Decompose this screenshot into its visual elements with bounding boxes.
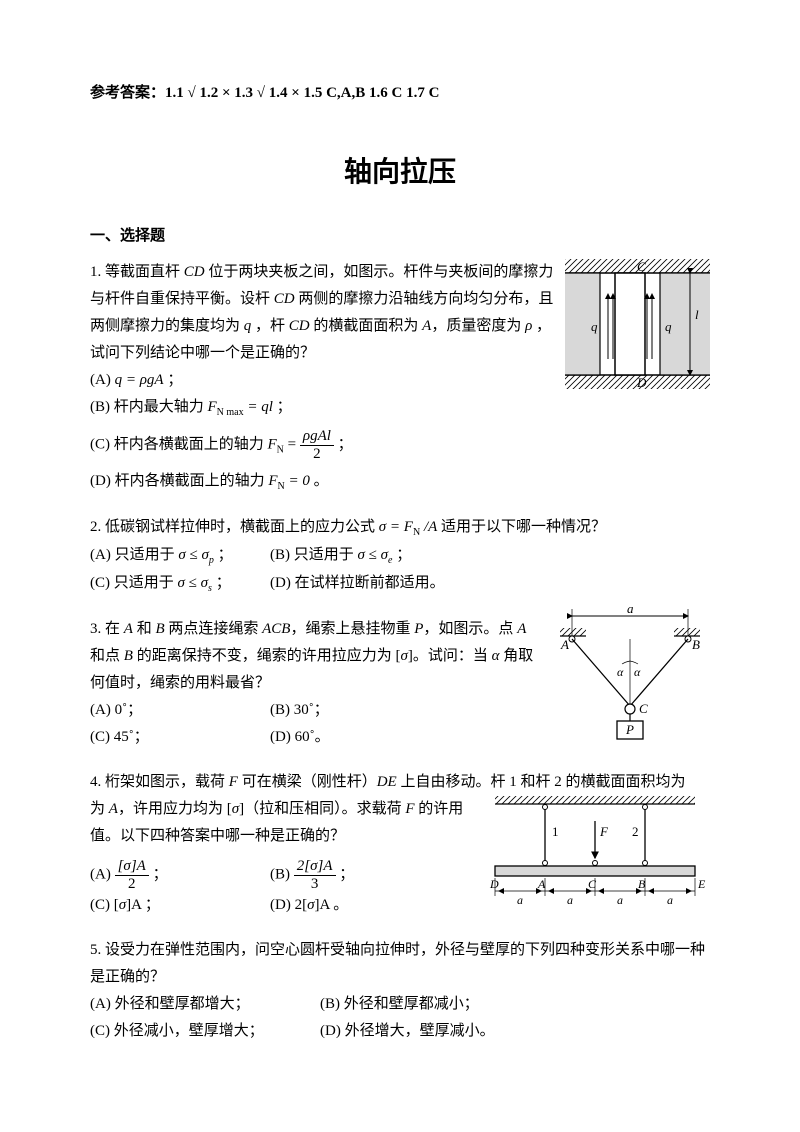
q2-text: 2. 低碳钢试样拉伸时，横截面上的应力公式 σ = FN /A 适用于以下哪一种…	[90, 514, 710, 542]
q4-opt-c: (C) [σ]A ；	[90, 892, 270, 919]
svg-text:E: E	[697, 877, 706, 891]
svg-text:a: a	[627, 606, 634, 616]
page-title: 轴向拉压	[90, 147, 710, 197]
svg-text:A: A	[537, 877, 546, 891]
q5-opt-c: (C) 外径减小，壁厚增大；	[90, 1018, 320, 1045]
q4-text-line1: 4. 桁架如图示，载荷 F 可在横梁（刚性杆）DE 上自由移动。杆 1 和杆 2…	[90, 769, 710, 796]
q3-figure: a α α P A B C	[550, 606, 710, 746]
svg-text:1: 1	[552, 824, 559, 839]
q4-opt-b: (B) 2[σ]A3 ；	[270, 858, 354, 892]
q3-opt-a: (A) 0˚；	[90, 697, 270, 724]
svg-text:2: 2	[632, 824, 639, 839]
svg-text:q: q	[591, 319, 598, 334]
svg-text:P: P	[625, 722, 634, 737]
question-5: 5. 设受力在弹性范围内，问空心圆杆受轴向拉伸时，外径与壁厚的下列四种变形关系中…	[90, 937, 710, 1045]
q5-opt-a: (A) 外径和壁厚都增大；	[90, 991, 320, 1018]
q2-opt-d: (D) 在试样拉断前都适用。	[270, 570, 445, 598]
svg-text:α: α	[634, 665, 641, 679]
q3-opt-b: (B) 30˚；	[270, 697, 329, 724]
svg-text:a: a	[667, 893, 673, 907]
svg-text:F: F	[599, 824, 609, 839]
svg-text:A: A	[560, 637, 569, 652]
q3-opt-d: (D) 60˚。	[270, 724, 330, 751]
q1-figure: C D q q l	[565, 259, 710, 399]
svg-text:C: C	[637, 259, 646, 274]
q2-opt-c: (C) 只适用于 σ ≤ σs ；	[90, 570, 270, 598]
q5-opt-d: (D) 外径增大，壁厚减小。	[320, 1018, 495, 1045]
q5-text: 5. 设受力在弹性范围内，问空心圆杆受轴向拉伸时，外径与壁厚的下列四种变形关系中…	[90, 937, 710, 991]
question-2: 2. 低碳钢试样拉伸时，横截面上的应力公式 σ = FN /A 适用于以下哪一种…	[90, 514, 710, 598]
q2-opt-b: (B) 只适用于 σ ≤ σe ；	[270, 542, 411, 570]
section-header: 一、选择题	[90, 222, 710, 249]
svg-text:α: α	[617, 665, 624, 679]
answers-text: 1.1 √ 1.2 × 1.3 √ 1.4 × 1.5 C,A,B 1.6 C …	[165, 85, 439, 101]
q2-opt-a: (A) 只适用于 σ ≤ σp ；	[90, 542, 270, 570]
svg-text:a: a	[567, 893, 573, 907]
question-1: C D q q l 1. 等截面直杆 CD 位于两块夹板之间，如图示。杆件与夹板…	[90, 259, 710, 496]
question-3: a α α P A B C	[90, 616, 710, 751]
svg-text:a: a	[517, 893, 523, 907]
q4-opt-d: (D) 2[σ]A 。	[270, 892, 348, 919]
svg-text:q: q	[665, 319, 672, 334]
svg-text:C: C	[639, 701, 648, 716]
q1-opt-d: (D) 杆内各横截面上的轴力 FN = 0 。	[90, 468, 710, 496]
svg-text:B: B	[638, 877, 646, 891]
q5-opt-b: (B) 外径和壁厚都减小；	[320, 991, 479, 1018]
svg-text:l: l	[695, 307, 699, 322]
svg-text:D: D	[489, 877, 499, 891]
answer-key: 参考答案：1.1 √ 1.2 × 1.3 √ 1.4 × 1.5 C,A,B 1…	[90, 80, 710, 107]
q4-figure: 1 2 F a a a a	[480, 796, 710, 911]
q4-opt-a: (A) [σ]A2 ；	[90, 858, 270, 892]
svg-text:a: a	[617, 893, 623, 907]
svg-text:D: D	[636, 375, 647, 390]
q1-opt-c: (C) 杆内各横截面上的轴力 FN = ρgAl2 ；	[90, 428, 710, 462]
svg-text:C: C	[588, 877, 597, 891]
svg-text:B: B	[692, 637, 700, 652]
answers-label: 参考答案：	[90, 85, 165, 101]
q3-opt-c: (C) 45˚；	[90, 724, 270, 751]
question-4: 4. 桁架如图示，载荷 F 可在横梁（刚性杆）DE 上自由移动。杆 1 和杆 2…	[90, 769, 710, 919]
